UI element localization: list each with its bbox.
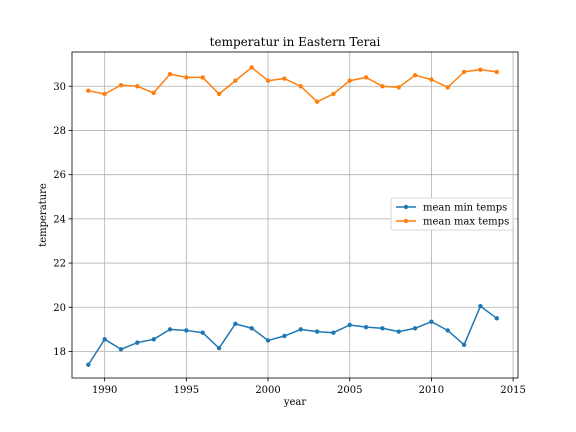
- data-point: [380, 326, 385, 331]
- y-axis-label: temperature: [38, 183, 49, 247]
- series-2: [86, 65, 499, 104]
- legend-item: mean max temps: [396, 217, 509, 228]
- y-tick-label: 22: [53, 259, 66, 270]
- data-point: [363, 324, 369, 330]
- x-axis-ticks: 1990 1995 2000 2005 2010 2015: [92, 378, 526, 396]
- data-point: [363, 75, 369, 80]
- data-point: [249, 326, 254, 331]
- data-point: [265, 338, 271, 343]
- data-point: [314, 329, 320, 334]
- x-tick-label: 2005: [337, 385, 362, 396]
- data-point: [184, 328, 189, 333]
- data-point: [167, 71, 173, 77]
- series-layer: [86, 65, 499, 367]
- data-point: [396, 329, 401, 334]
- data-point: [380, 84, 385, 89]
- data-point: [331, 91, 336, 97]
- data-point: [118, 82, 124, 88]
- x-tick-label: 2010: [419, 385, 444, 396]
- data-point: [249, 65, 254, 70]
- legend-label: mean min temps: [423, 203, 507, 214]
- data-point: [233, 321, 238, 327]
- y-tick-label: 26: [53, 170, 66, 181]
- x-tick-label: 1990: [92, 385, 117, 396]
- legend: mean min temps mean max temps: [390, 197, 514, 231]
- data-point: [86, 362, 91, 367]
- data-point: [478, 67, 483, 72]
- data-point: [216, 345, 222, 351]
- data-point: [233, 78, 238, 83]
- y-tick-label: 30: [53, 82, 66, 93]
- data-point: [429, 319, 434, 324]
- data-point: [478, 303, 483, 309]
- legend-label: mean max temps: [423, 217, 509, 228]
- data-point: [412, 326, 418, 331]
- data-point: [167, 327, 173, 332]
- data-point: [151, 90, 156, 96]
- data-point: [445, 85, 450, 90]
- plot-frame: [71, 51, 519, 379]
- legend-marker: [403, 218, 409, 224]
- y-tick-label: 18: [53, 347, 66, 358]
- data-point: [396, 85, 401, 90]
- data-point: [265, 78, 271, 83]
- series-line: [87, 305, 498, 366]
- data-point: [461, 342, 467, 348]
- data-point: [102, 91, 107, 97]
- x-tick-label: 2015: [500, 385, 525, 396]
- y-tick-label: 20: [53, 303, 66, 314]
- data-point: [429, 77, 434, 82]
- data-point: [445, 328, 450, 333]
- data-point: [118, 347, 124, 352]
- data-point: [314, 99, 320, 104]
- data-point: [135, 84, 140, 89]
- data-point: [494, 69, 499, 75]
- data-point: [298, 84, 303, 89]
- y-tick-label: 24: [53, 214, 66, 225]
- data-point: [282, 76, 287, 81]
- data-point: [184, 75, 189, 80]
- y-axis-ticks: 18 20 22 24 26 28 30: [53, 82, 72, 358]
- data-point: [494, 316, 499, 321]
- data-point: [298, 327, 303, 332]
- data-point: [86, 88, 91, 93]
- data-point: [347, 78, 352, 83]
- data-point: [135, 340, 140, 345]
- x-axis-label: year: [283, 397, 307, 408]
- data-point: [331, 330, 336, 335]
- data-point: [200, 330, 205, 335]
- legend-item: mean min temps: [396, 203, 507, 214]
- data-point: [151, 337, 156, 342]
- data-point: [461, 69, 467, 75]
- data-point: [347, 322, 352, 328]
- data-point: [216, 91, 222, 97]
- legend-marker: [403, 204, 409, 210]
- chart-title: temperatur in Eastern Terai: [210, 35, 381, 49]
- data-point: [200, 75, 205, 80]
- data-point: [412, 73, 418, 78]
- data-point: [282, 333, 287, 339]
- x-tick-label: 2000: [255, 385, 280, 396]
- legend-box: [390, 197, 514, 231]
- data-point: [102, 337, 107, 342]
- y-tick-label: 28: [53, 126, 66, 137]
- series-line: [88, 66, 497, 103]
- x-tick-label: 1995: [174, 385, 199, 396]
- series-1: [86, 303, 499, 367]
